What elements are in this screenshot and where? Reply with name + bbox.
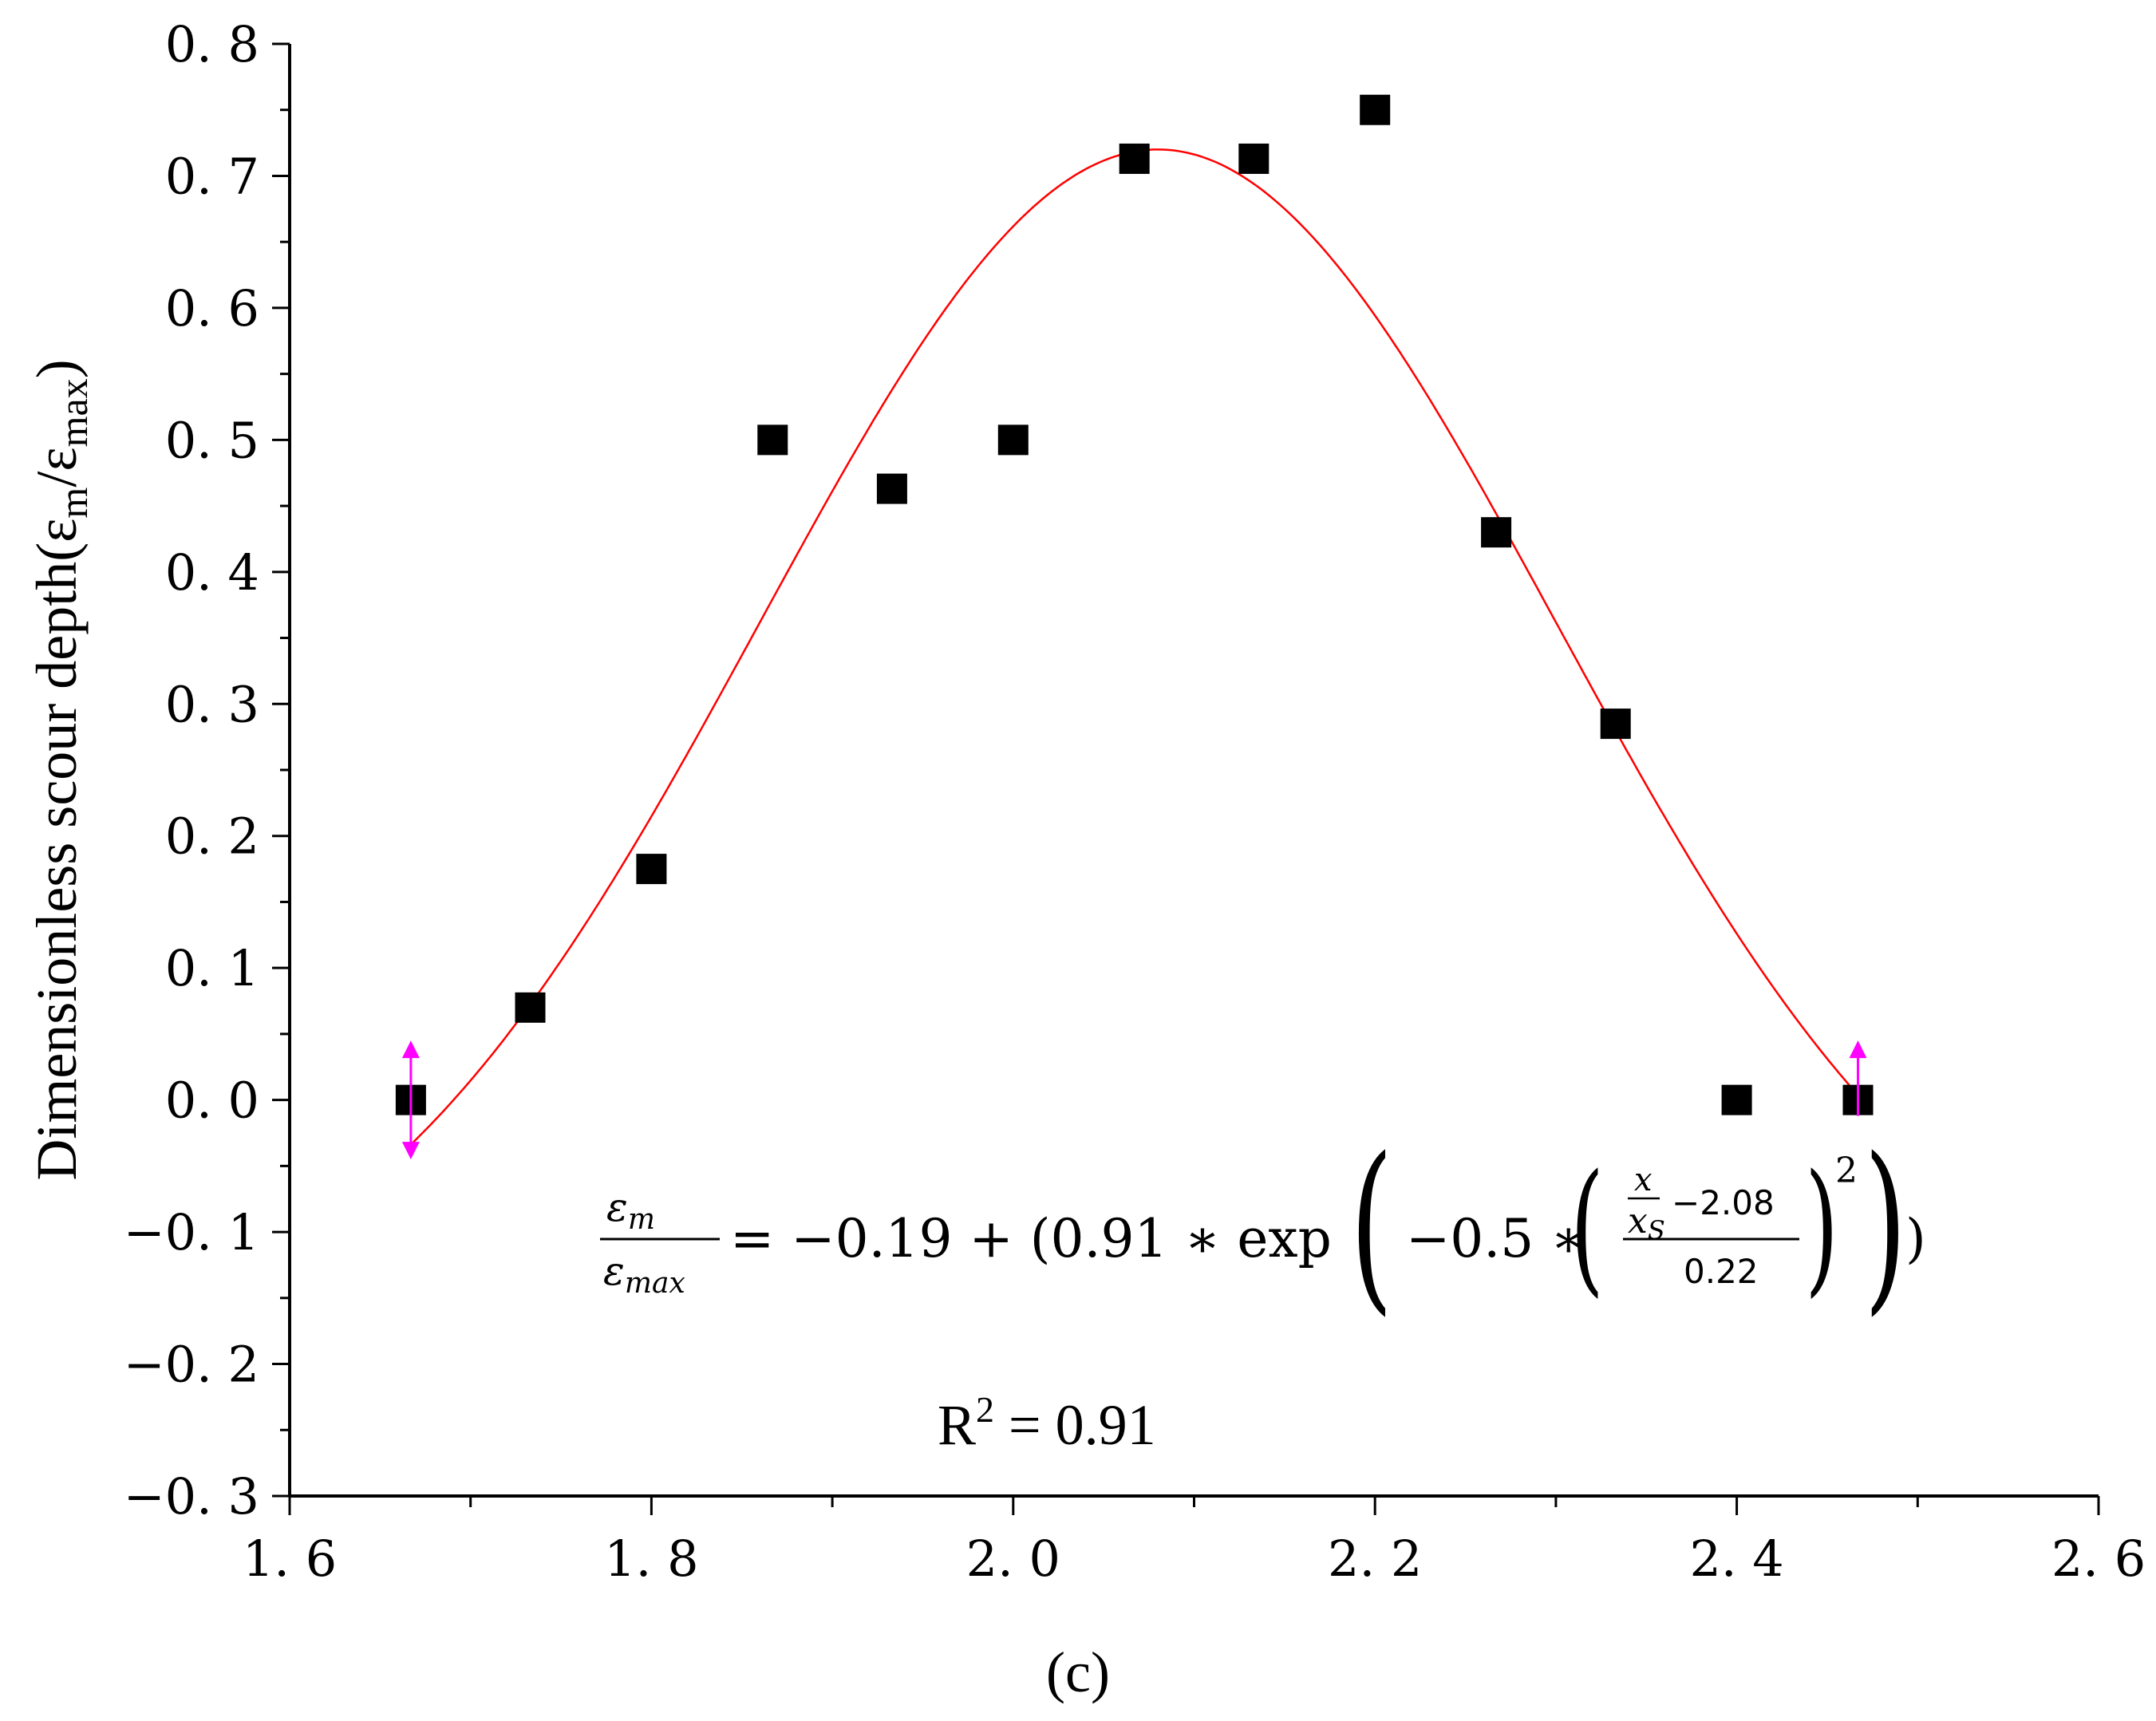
x-tick-label: 1. 8 [604, 1530, 698, 1588]
data-point-marker [636, 854, 667, 885]
y-tick-label: 0. 2 [165, 807, 259, 866]
eq-rhs: = −0.19 + (0.91 ∗ exp [730, 1208, 1332, 1269]
x-tick-label: 2. 2 [1328, 1530, 1422, 1588]
eq-paren-open-outer: ( [1350, 1119, 1393, 1332]
eq-paren-close-inner: ) [1805, 1144, 1838, 1312]
data-point-marker [515, 992, 546, 1023]
fit-curve [410, 148, 1859, 1146]
y-tick-label: 0. 8 [165, 15, 259, 73]
eq-paren-open-inner: ( [1570, 1144, 1604, 1312]
eq-paren-close-outer: ) [1864, 1119, 1907, 1332]
end-arrows [401, 1040, 1867, 1160]
y-tick-label: 0. 3 [165, 675, 259, 733]
eq-lhs-denominator: εmax [603, 1248, 685, 1300]
eq-close: ) [1905, 1208, 1926, 1269]
data-markers [395, 94, 1874, 1115]
y-tick-label: 0. 5 [165, 411, 259, 469]
data-point-marker [1721, 1084, 1752, 1115]
y-tick-label: 0. 1 [165, 939, 259, 997]
y-axis-label: Dimensionless scour depth(εm/εmax) [25, 359, 96, 1180]
data-point-marker [1481, 517, 1512, 548]
data-point-marker [997, 424, 1029, 456]
y-tick-labels: 0. 8 0. 7 0. 6 0. 5 0. 4 0. 3 0. 2 0. 1 0. 0 −0. … [124, 15, 259, 1526]
eq-power: 2 [1835, 1151, 1858, 1191]
left-range-arrow-up [401, 1040, 420, 1059]
x-tick-label: 2. 0 [966, 1530, 1060, 1588]
right-range-arrow-up [1849, 1040, 1867, 1059]
eq-lhs-numerator: εm [606, 1184, 655, 1236]
fit-equation: εm εmax = −0.19 + (0.91 ∗ exp ( −0.5 ∗ (… [600, 1119, 1926, 1332]
x-tick-label: 2. 6 [2051, 1530, 2146, 1588]
r-squared: R2 = 0.91 [938, 1389, 1156, 1457]
eq-inner-minus: −0.5 ∗ [1406, 1208, 1586, 1269]
y-tick-label: 0. 7 [165, 147, 259, 205]
data-point-marker [1600, 709, 1631, 740]
data-point-marker [1360, 94, 1391, 125]
y-tick-label: −0. 1 [124, 1203, 259, 1261]
eq-den-value: 0.22 [1684, 1252, 1759, 1291]
y-tick-label: 0. 4 [165, 543, 259, 602]
data-point-marker [1238, 143, 1270, 174]
data-point-marker [1119, 143, 1150, 174]
eq-x-numerator: x [1634, 1162, 1653, 1198]
y-tick-label: 0. 6 [165, 279, 259, 337]
left-range-arrow-down [401, 1142, 420, 1160]
y-tick-label: 0. 0 [165, 1072, 259, 1130]
eq-minus-value: −2.08 [1672, 1183, 1775, 1222]
data-point-marker [757, 424, 788, 456]
data-point-marker [876, 473, 907, 504]
y-tick-label: −0. 2 [124, 1336, 259, 1394]
panel-label: (c) [1046, 1640, 1110, 1704]
x-tick-labels: 1. 6 1. 8 2. 0 2. 2 2. 4 2. 6 [243, 1530, 2146, 1588]
x-tick-label: 1. 6 [243, 1530, 337, 1588]
y-tick-label: −0. 3 [124, 1467, 259, 1526]
x-tick-label: 2. 4 [1689, 1530, 1783, 1588]
